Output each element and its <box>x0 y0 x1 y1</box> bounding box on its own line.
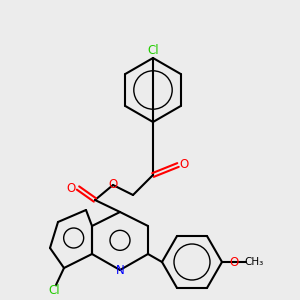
Text: O: O <box>179 158 189 172</box>
Text: Cl: Cl <box>48 284 60 296</box>
Text: CH₃: CH₃ <box>244 257 264 267</box>
Text: O: O <box>230 256 238 268</box>
Text: O: O <box>108 178 118 191</box>
Text: N: N <box>116 263 124 277</box>
Text: O: O <box>66 182 76 194</box>
Text: Cl: Cl <box>147 44 159 56</box>
